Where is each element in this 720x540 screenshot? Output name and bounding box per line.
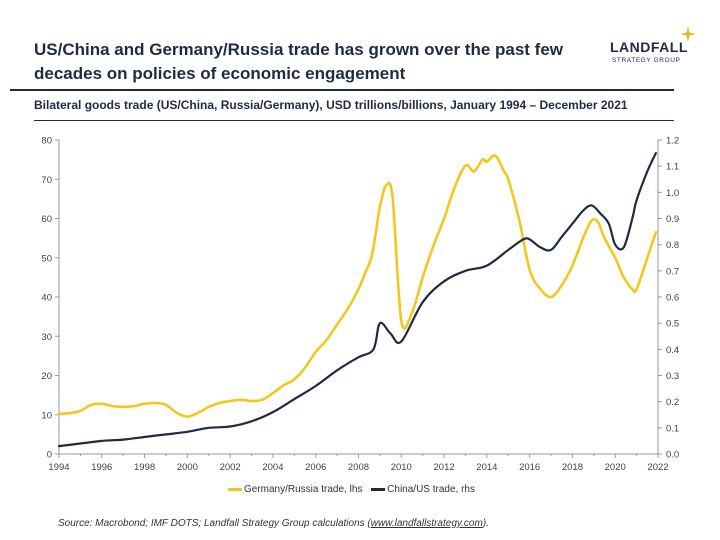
y-right-tick-label: 1.2 [666, 136, 679, 147]
x-tick-label: 1998 [134, 462, 155, 473]
x-tick-label: 2006 [305, 462, 326, 473]
series-line-germany-russia [57, 154, 658, 418]
y-left-tick-label: 30 [41, 332, 52, 343]
y-left-tick-label: 70 [41, 175, 52, 186]
y-right-tick-label: 0.4 [666, 345, 679, 356]
landfall-logo: LANDFALL STRATEGY GROUP [596, 26, 700, 70]
y-right-tick-label: 0.5 [666, 319, 679, 330]
chart-title: US/China and Germany/Russia trade has gr… [34, 40, 564, 83]
y-right-tick-label: 0.7 [666, 266, 679, 277]
source-link[interactable]: www.landfallstrategy.com [370, 518, 483, 529]
x-tick-label: 2002 [220, 462, 241, 473]
x-tick-label: 2004 [262, 462, 283, 473]
axes: 0 10 20 30 40 50 60 70 80 0.0 0.1 0.2 0.3 0.4 0.5 0.6 0.… [41, 136, 679, 474]
compass-star-icon [680, 26, 696, 42]
source-note: Source: Macrobond; IMF DOTS; Landfall St… [58, 518, 489, 529]
y-right-tick-label: 1.1 [666, 162, 679, 173]
y-right-tick-label: 1.0 [666, 188, 679, 199]
legend-label-germany-russia: Germany/Russia trade, lhs [244, 484, 363, 495]
source-suffix: ). [482, 518, 489, 529]
y-left-tick-label: 20 [41, 371, 52, 382]
x-tick-label: 2020 [605, 462, 626, 473]
y-right-tick-label: 0.0 [666, 450, 679, 461]
logo-name: LANDFALL [610, 39, 688, 55]
x-tick-label: 2018 [562, 462, 583, 473]
y-left-tick-label: 50 [41, 253, 52, 264]
y-left-tick-label: 10 [41, 410, 52, 421]
y-left-tick-label: 60 [41, 214, 52, 225]
x-tick-label: 2022 [647, 462, 668, 473]
y-right-tick-label: 0.6 [666, 293, 679, 304]
legend-label-china-us: China/US trade, rhs [387, 484, 475, 495]
series-line-china-us [57, 152, 657, 448]
y-left-tick-label: 80 [41, 136, 52, 147]
y-right-tick-label: 0.1 [666, 423, 679, 434]
legend-item-germany-russia: Germany/Russia trade, lhs [228, 484, 362, 495]
legend-item-china-us: China/US trade, rhs [371, 484, 475, 495]
y-right-tick-label: 0.3 [666, 371, 679, 382]
source-prefix: Source: Macrobond; IMF DOTS; Landfall St… [58, 518, 371, 529]
chart-legend: Germany/Russia trade, lhs China/US trade… [228, 484, 481, 495]
logo-subtitle: STRATEGY GROUP [612, 57, 681, 64]
legend-swatch-china-us [371, 487, 386, 491]
legend-swatch-germany-russia [228, 487, 242, 491]
x-tick-label: 2016 [519, 462, 540, 473]
y-right-tick-label: 0.9 [666, 214, 679, 225]
subtitle-divider [34, 120, 674, 121]
x-tick-label: 1994 [48, 462, 69, 473]
x-tick-label: 2000 [177, 462, 198, 473]
x-tick-label: 2012 [434, 462, 455, 473]
x-tick-label: 2014 [476, 462, 497, 473]
x-tick-label: 1996 [91, 462, 112, 473]
y-left-tick-label: 0 [47, 450, 52, 461]
header-divider [10, 89, 674, 91]
y-right-tick-label: 0.8 [666, 240, 679, 251]
y-right-tick-label: 0.2 [666, 397, 679, 408]
x-tick-label: 2010 [391, 462, 412, 473]
y-left-tick-label: 40 [41, 293, 52, 304]
chart-subtitle: Bilateral goods trade (US/China, Russia/… [34, 98, 628, 112]
series-lines [57, 152, 658, 448]
x-tick-label: 2008 [348, 462, 369, 473]
